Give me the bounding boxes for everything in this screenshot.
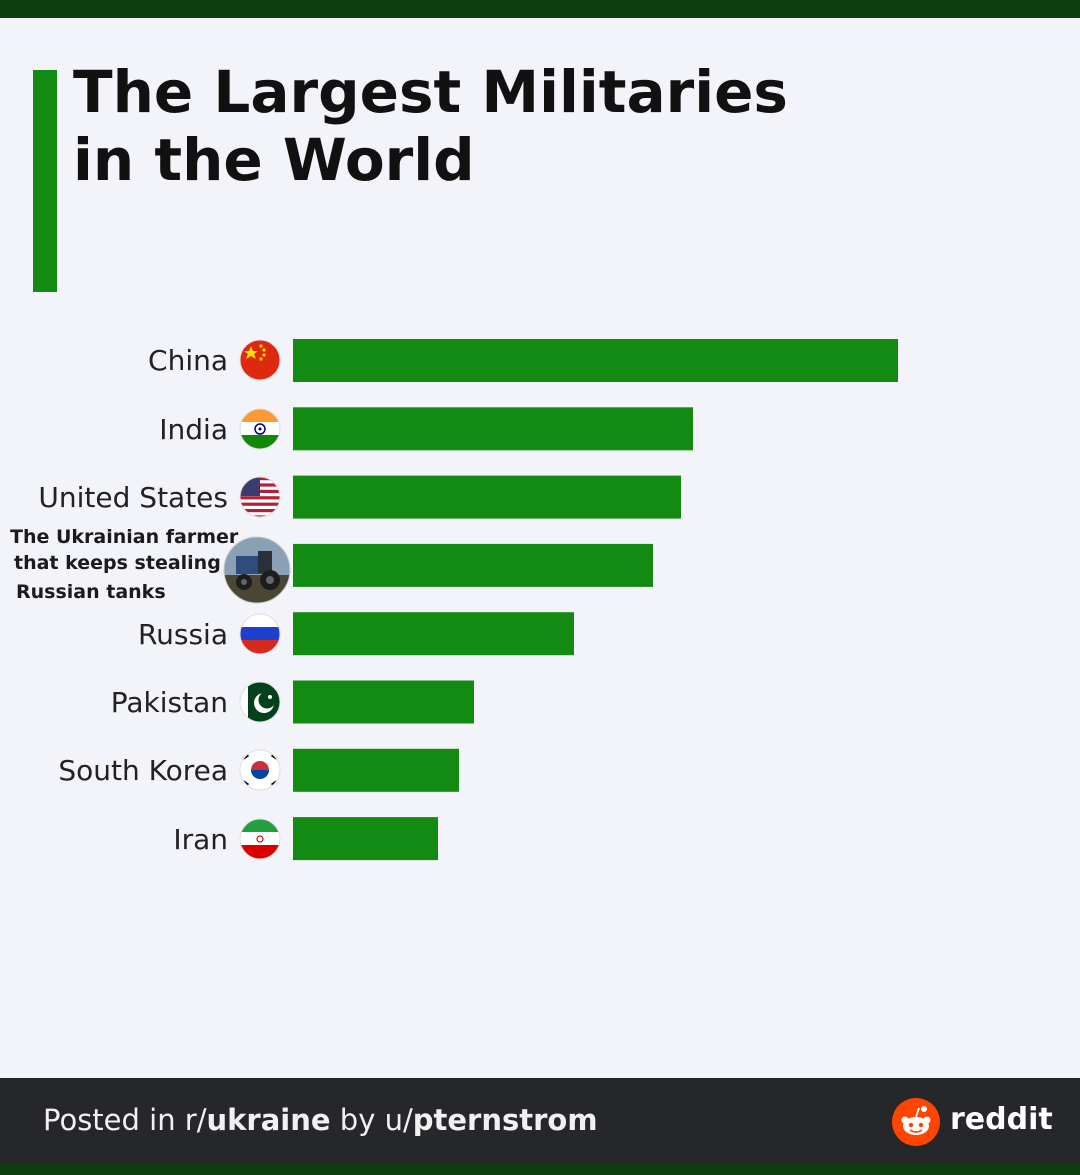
farmer-label-line-2: that keeps stealing xyxy=(14,552,221,574)
usa-flag-border xyxy=(239,476,281,518)
pakistan-flag-icon xyxy=(240,682,280,722)
bar-label-china: China xyxy=(148,344,228,377)
chart-title: The Largest Militaries in the World xyxy=(73,58,973,194)
bar-label-russia: Russia xyxy=(138,618,228,651)
south-korea-flag-icon xyxy=(240,750,280,790)
china-flag-border xyxy=(239,339,281,381)
china-flag-icon xyxy=(240,340,280,380)
bar-south-korea xyxy=(293,748,459,792)
bar-russia xyxy=(293,612,574,656)
pakistan-flag-border xyxy=(239,681,281,723)
posted-in-text: Posted in r/ukraine by u/pternstrom xyxy=(43,1100,598,1140)
posted-prefix: Posted in r/ xyxy=(43,1103,207,1137)
bar-label-pakistan: Pakistan xyxy=(111,686,228,719)
posted-by: by u/ xyxy=(330,1103,413,1137)
labels-layer: China India United States The Ukrainian … xyxy=(10,344,245,856)
south-korea-flag-border xyxy=(239,749,281,791)
title-accent-bar xyxy=(33,70,57,292)
iran-flag-border xyxy=(239,818,281,860)
bar-label-india: India xyxy=(159,413,228,446)
top-band xyxy=(0,0,1080,18)
iran-flag-icon xyxy=(240,819,280,859)
tractor-photo-border xyxy=(223,536,291,604)
russia-flag-border xyxy=(239,613,281,655)
bar-chart: China India United States The Ukrainian … xyxy=(10,339,898,861)
farmer-label-line-1: The Ukrainian farmer xyxy=(10,526,239,548)
reddit-brand-text: reddit xyxy=(950,1102,1053,1137)
bar-pakistan xyxy=(293,680,474,724)
usa-flag-icon xyxy=(240,477,280,517)
bar-china xyxy=(293,339,898,382)
bar-label-iran: Iran xyxy=(173,823,228,856)
reddit-logo-icon xyxy=(892,1098,940,1146)
chart-title-line-1: The Largest Militaries xyxy=(73,58,788,126)
india-flag-border xyxy=(239,408,281,450)
bars-layer xyxy=(293,339,898,861)
russia-flag-icon xyxy=(240,614,280,654)
bar-india xyxy=(293,407,693,451)
subreddit-link[interactable]: ukraine xyxy=(206,1103,331,1137)
footer-band xyxy=(0,1164,1080,1175)
bar-iran xyxy=(293,817,438,861)
india-flag-icon xyxy=(240,409,280,449)
bar-label-ukrainian-farmer: The Ukrainian farmer that keeps stealing… xyxy=(10,526,245,603)
user-link[interactable]: pternstrom xyxy=(412,1103,598,1137)
farmer-label-line-3: Russian tanks xyxy=(16,581,166,603)
bar-united-states xyxy=(293,475,681,519)
bar-ukrainian-farmer xyxy=(293,543,653,587)
bar-label-south-korea: South Korea xyxy=(58,754,228,787)
footer-bar: Posted in r/ukraine by u/pternstrom redd… xyxy=(0,1078,1080,1164)
chart-title-line-2: in the World xyxy=(73,126,475,194)
bar-label-united-states: United States xyxy=(38,481,228,514)
